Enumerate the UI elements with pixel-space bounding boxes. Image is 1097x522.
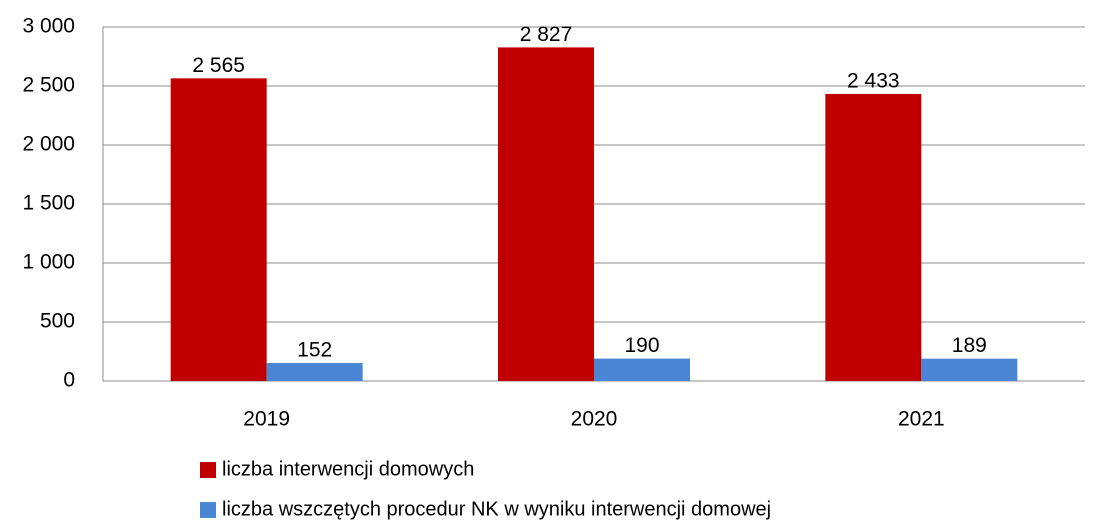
- bar: [170, 78, 267, 381]
- y-tick-label: 1 000: [22, 251, 75, 274]
- bar: [594, 358, 690, 381]
- y-tick-label: 500: [40, 310, 75, 333]
- x-tick-label: 2019: [243, 408, 290, 431]
- y-tick-label: 2 500: [22, 74, 75, 97]
- bar: [266, 363, 363, 381]
- data-label: 2 565: [192, 54, 245, 77]
- data-label: 190: [624, 334, 659, 357]
- y-tick-label: 1 500: [22, 192, 75, 215]
- legend-label: liczba interwencji domowych: [222, 458, 474, 480]
- bar: [921, 358, 1018, 381]
- data-label: 2 433: [847, 69, 900, 92]
- y-tick-label: 3 000: [22, 15, 75, 38]
- bar: [498, 47, 594, 381]
- x-tick-label: 2020: [571, 408, 618, 431]
- y-tick-label: 0: [63, 369, 75, 392]
- legend-label: liczba wszczętych procedur NK w wyniku i…: [222, 498, 771, 520]
- y-tick-label: 2 000: [22, 133, 75, 156]
- data-label: 152: [297, 339, 332, 362]
- data-label: 189: [952, 334, 987, 357]
- legend-swatch: [200, 462, 216, 478]
- data-label: 2 827: [520, 23, 573, 46]
- legend-swatch: [200, 502, 216, 518]
- x-tick-label: 2021: [898, 408, 945, 431]
- bar: [825, 93, 922, 381]
- legend: liczba interwencji domowych liczba wszczę…: [200, 458, 771, 520]
